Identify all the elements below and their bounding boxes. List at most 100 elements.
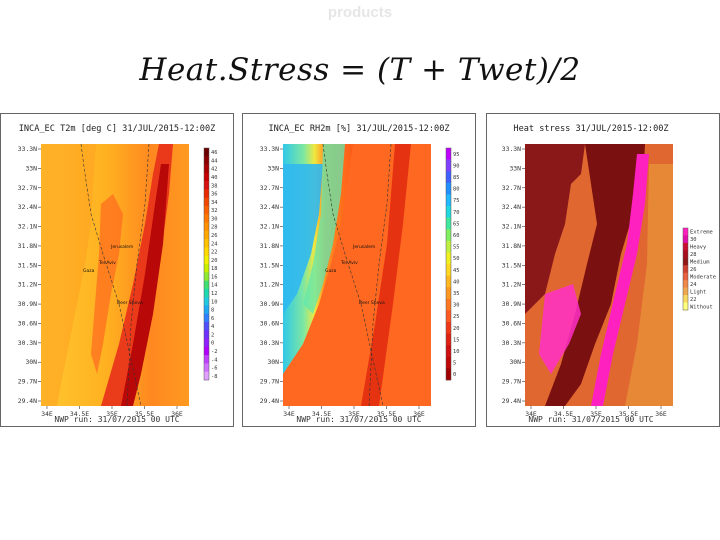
t2m-colorbar-label: 12 xyxy=(211,291,218,297)
heat-stress-lon-tick-label: 34.5E xyxy=(554,410,573,418)
heat-stress-lat-tick-label: 31.2N xyxy=(502,281,521,289)
heat-stress-lat-tick-label: 33.3N xyxy=(502,145,521,153)
t2m-colorbar-label: -4 xyxy=(211,357,218,363)
rh2m-lat-tick-label: 32.4N xyxy=(260,203,279,211)
heat-stress-nwp-run-label: NWP run: 31/07/2015 00 UTC xyxy=(528,415,653,424)
rh2m-lat-tick-label: 30.9N xyxy=(260,300,279,308)
rh2m-city-label: Gaza xyxy=(325,268,337,274)
t2m-map-panel: INCA_EC T2m [deg C] 31/JUL/2015-12:00Z T… xyxy=(0,113,234,427)
heat-stress-lat-tick-label: 30.6N xyxy=(502,319,521,327)
t2m-colorbar-label: 44 xyxy=(211,158,218,164)
t2m-lat-tick-label: 33.3N xyxy=(18,145,37,153)
rh2m-colorbar-swatch xyxy=(446,206,451,218)
t2m-colorbar-swatch xyxy=(204,214,209,223)
heat-stress-lat-tick-label: 29.7N xyxy=(502,378,521,386)
rh2m-colorbar-label: 90 xyxy=(453,163,460,169)
t2m-lat-tick-label: 30N xyxy=(25,358,37,366)
rh2m-colorbar-swatch xyxy=(446,194,451,207)
rh2m-colorbar-swatch xyxy=(446,368,451,381)
t2m-border-line xyxy=(80,143,142,407)
rh2m-lon-tick-label: 35E xyxy=(348,410,360,418)
rh2m-colorbar-label: 10 xyxy=(453,349,460,355)
t2m-lat-tick-label: 32.7N xyxy=(18,184,37,192)
t2m-colorbar-swatch xyxy=(204,363,209,373)
heat-stress-legend-swatch xyxy=(683,295,688,303)
t2m-colorbar-label: 0 xyxy=(211,341,214,347)
heat-stress-legend-label: Without xyxy=(690,304,713,310)
heat-stress-lat-tick-label: 31.5N xyxy=(502,261,521,269)
rh2m-colorbar-label: 65 xyxy=(453,221,460,227)
rh2m-lat-tick-label: 31.2N xyxy=(260,281,279,289)
t2m-colorbar-label: 6 xyxy=(211,316,214,322)
t2m-colorbar-swatch xyxy=(204,189,209,199)
rh2m-colorbar-swatch xyxy=(446,252,451,265)
t2m-colorbar-label: 32 xyxy=(211,208,218,214)
rh2m-lon-tick-label: 35.5E xyxy=(377,410,396,418)
heat-stress-legend-label: 24 xyxy=(690,282,697,288)
rh2m-colorbar-label: 80 xyxy=(453,187,460,193)
heat-stress-legend-swatch xyxy=(683,272,688,281)
t2m-city-label: Tel Aviv xyxy=(98,260,116,266)
rh2m-lat-tick-label: 30.3N xyxy=(260,339,279,347)
rh2m-lat-tick-label: 32.1N xyxy=(260,223,279,231)
rh2m-lat-tick-label: 30.6N xyxy=(260,319,279,327)
t2m-colorbar-swatch xyxy=(204,297,209,306)
t2m-colorbar-swatch xyxy=(204,313,209,323)
t2m-border-line-east xyxy=(126,143,150,407)
t2m-lat-tick-label: 30.6N xyxy=(18,319,37,327)
heat-stress-lat-tick-label: 30N xyxy=(509,358,521,366)
t2m-colorbar-label: 8 xyxy=(211,308,214,314)
heat-stress-legend-label: Medium xyxy=(690,260,709,266)
heat-stress-lat-tick-label: 32.4N xyxy=(502,203,521,211)
rh2m-lat-tick-label: 31.5N xyxy=(260,261,279,269)
heat-stress-lat-tick-label: 33N xyxy=(509,164,521,172)
t2m-colorbar-swatch xyxy=(204,222,209,232)
rh2m-colorbar-swatch xyxy=(446,333,451,346)
rh2m-colorbar-swatch xyxy=(446,217,451,230)
rh2m-map-panel: INCA_EC RH2m [%] 31/JUL/2015-12:00Z Tel … xyxy=(242,113,476,427)
rh2m-colorbar-label: 45 xyxy=(453,268,460,274)
t2m-rift-valley-hottest xyxy=(121,164,169,406)
heat-stress-legend-frame xyxy=(682,227,689,311)
rh2m-map: INCA_EC RH2m [%] 31/JUL/2015-12:00Z Tel … xyxy=(260,124,460,424)
heat-stress-legend-swatch xyxy=(683,250,688,259)
t2m-lon-tick-label: 34.5E xyxy=(70,410,89,418)
t2m-colorbar-swatch xyxy=(204,239,209,248)
t2m-colorbar: 4644424038363432302826242220181614121086… xyxy=(203,147,218,381)
rh2m-colorbar-swatch xyxy=(446,182,451,195)
rh2m-transition-zone xyxy=(303,144,345,314)
t2m-colorbar-label: 30 xyxy=(211,216,218,222)
rh2m-colorbar-label: 75 xyxy=(453,198,460,204)
t2m-colorbar-swatch xyxy=(204,330,209,339)
rh2m-colorbar-swatch xyxy=(446,310,451,323)
heat-stress-extreme-rift xyxy=(591,154,649,406)
heat-stress-legend-swatch xyxy=(683,265,688,274)
rh2m-lat-tick-label: 32.7N xyxy=(260,184,279,192)
heat-stress-lat-tick-label: 30.3N xyxy=(502,339,521,347)
t2m-colorbar-swatch xyxy=(204,264,209,273)
rh2m-colorbar-swatch xyxy=(446,287,451,300)
rh2m-city-label: Tel Aviv xyxy=(340,260,358,266)
rh2m-colorbar-swatch xyxy=(446,229,451,242)
t2m-colorbar-label: -6 xyxy=(211,366,218,372)
heat-stress-lon-tick-label: 35E xyxy=(590,410,602,418)
t2m-lat-tick-label: 30.9N xyxy=(18,300,37,308)
heat-stress-legend-swatch xyxy=(683,280,688,288)
heat-stress-lon-tick-label: 34E xyxy=(525,410,537,418)
t2m-lon-tick-label: 35E xyxy=(106,410,118,418)
heat-stress-east-zone xyxy=(625,164,673,406)
heat-stress-legend-label: Light xyxy=(690,289,706,295)
t2m-colorbar-label: 2 xyxy=(211,332,214,338)
rh2m-lon-tick-label: 34E xyxy=(283,410,295,418)
rh2m-colorbar-frame xyxy=(445,147,452,381)
t2m-lat-tick-label: 32.4N xyxy=(18,203,37,211)
t2m-colorbar-label: 22 xyxy=(211,250,218,256)
heat-stress-legend-label: 26 xyxy=(690,267,697,273)
t2m-colorbar-swatch xyxy=(204,371,209,381)
rh2m-lat-tick-label: 33.3N xyxy=(260,145,279,153)
heat-stress-lat-tick-label: 32.1N xyxy=(502,223,521,231)
rh2m-colorbar-swatch xyxy=(446,322,451,334)
rh2m-latitude-ticks: 33.3N 33N 32.7N 32.4N 32.1N 31.8N 31.5N 31.2N 30… xyxy=(260,145,283,405)
t2m-colorbar-label: 38 xyxy=(211,183,218,189)
